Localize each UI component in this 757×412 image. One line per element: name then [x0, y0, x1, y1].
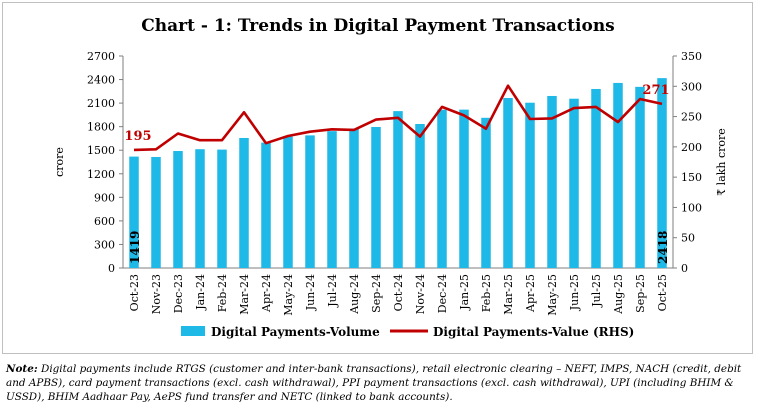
x-tick-label: Aug-24	[348, 274, 361, 315]
volume-bar	[613, 82, 623, 268]
x-tick-label: Feb-25	[480, 274, 493, 312]
volume-bar	[349, 128, 359, 268]
left-tick-label: 2400	[87, 74, 115, 87]
volume-data-label: 2418	[656, 231, 670, 264]
left-tick-label: 900	[94, 191, 115, 204]
left-axis-label: crore	[53, 147, 66, 177]
volume-bar	[305, 135, 315, 268]
right-tick-label: 200	[681, 141, 702, 154]
volume-bar	[195, 149, 205, 268]
legend-label-value: Digital Payments-Value (RHS)	[433, 325, 634, 339]
value-data-label: 195	[124, 129, 151, 144]
volume-bar	[591, 88, 601, 268]
x-tick-label: Feb-24	[216, 274, 229, 312]
left-tick-label: 0	[108, 262, 115, 275]
volume-bar	[459, 109, 469, 269]
x-tick-label: Jun-25	[568, 274, 581, 311]
x-tick-label: Apr-25	[524, 274, 537, 313]
x-tick-label: Jan-25	[458, 274, 471, 311]
x-tick-label: Jul-24	[326, 274, 339, 308]
right-tick-label: 100	[681, 201, 702, 214]
value-line	[133, 84, 663, 152]
right-axis-label: ₹ lakh crore	[715, 128, 728, 196]
x-tick-label: Oct-25	[656, 274, 669, 311]
volume-data-label: 1419	[128, 231, 142, 264]
x-tick-label: Jul-25	[590, 274, 603, 308]
volume-bar	[569, 98, 579, 268]
x-tick-label: Oct-23	[128, 274, 141, 311]
volume-bar	[327, 131, 337, 268]
x-tick-label: May-25	[546, 274, 559, 316]
x-tick-label: May-24	[282, 274, 295, 316]
right-tick-label: 0	[681, 262, 688, 275]
x-tick-label: Jun-24	[304, 274, 317, 311]
x-tick-label: Mar-24	[238, 274, 251, 315]
x-tick-label: Nov-23	[150, 274, 163, 314]
x-tick-label: Oct-24	[392, 274, 405, 311]
volume-bar	[283, 136, 293, 268]
volume-bar	[151, 156, 161, 268]
volume-bar	[657, 78, 667, 269]
x-tick-label: Dec-24	[436, 274, 449, 313]
x-tick-label: Dec-23	[172, 274, 185, 313]
volume-bar	[525, 102, 535, 268]
chart-title: Chart - 1: Trends in Digital Payment Tra…	[141, 16, 615, 36]
volume-bar	[129, 156, 139, 268]
chart-svg: Chart - 1: Trends in Digital Payment Tra…	[53, 16, 728, 339]
x-tick-label: Sep-24	[370, 274, 383, 313]
x-tick-label: Mar-25	[502, 274, 515, 315]
volume-bar	[371, 126, 381, 268]
footnote: Note: Digital payments include RTGS (cus…	[6, 362, 751, 404]
x-tick-label: Nov-24	[414, 274, 427, 314]
plot-area: 0 300 600 900 1200 1500 1800 2100 2400 2700 0 50 100…	[53, 50, 728, 339]
left-tick-label: 2700	[87, 50, 115, 63]
x-tick-label: Sep-25	[634, 274, 647, 313]
left-tick-label: 600	[94, 215, 115, 228]
right-tick-label: 50	[681, 232, 695, 245]
volume-bar	[437, 109, 447, 268]
left-tick-label: 300	[94, 238, 115, 251]
note-text: Digital payments include RTGS (customer …	[6, 363, 742, 403]
x-tick-label: Jan-24	[194, 274, 207, 311]
right-tick-label: 300	[681, 80, 702, 93]
left-tick-label: 1500	[87, 144, 115, 157]
volume-bar	[547, 95, 557, 268]
left-tick-label: 1200	[87, 168, 115, 181]
left-tick-label: 2100	[87, 97, 115, 110]
right-tick-label: 350	[681, 50, 702, 63]
right-tick-label: 250	[681, 111, 702, 124]
volume-bar	[217, 149, 227, 268]
value-data-label: 271	[642, 83, 669, 98]
x-tick-label: Aug-25	[612, 274, 625, 315]
x-tick-label: Apr-24	[260, 274, 273, 313]
legend-swatch-volume	[181, 326, 205, 336]
volume-bar	[173, 151, 183, 268]
chart-frame: Chart - 1: Trends in Digital Payment Tra…	[2, 2, 753, 354]
left-tick-label: 1800	[87, 121, 115, 134]
note-label: Note:	[6, 363, 38, 375]
volume-bar	[481, 117, 491, 269]
right-tick-label: 150	[681, 171, 702, 184]
volume-bar	[503, 98, 513, 268]
volume-bar	[415, 123, 425, 268]
legend-label-volume: Digital Payments-Volume	[211, 325, 380, 339]
volume-bar	[635, 86, 645, 268]
volume-bar	[261, 142, 271, 268]
volume-bar	[239, 137, 249, 268]
volume-bar	[393, 111, 403, 269]
